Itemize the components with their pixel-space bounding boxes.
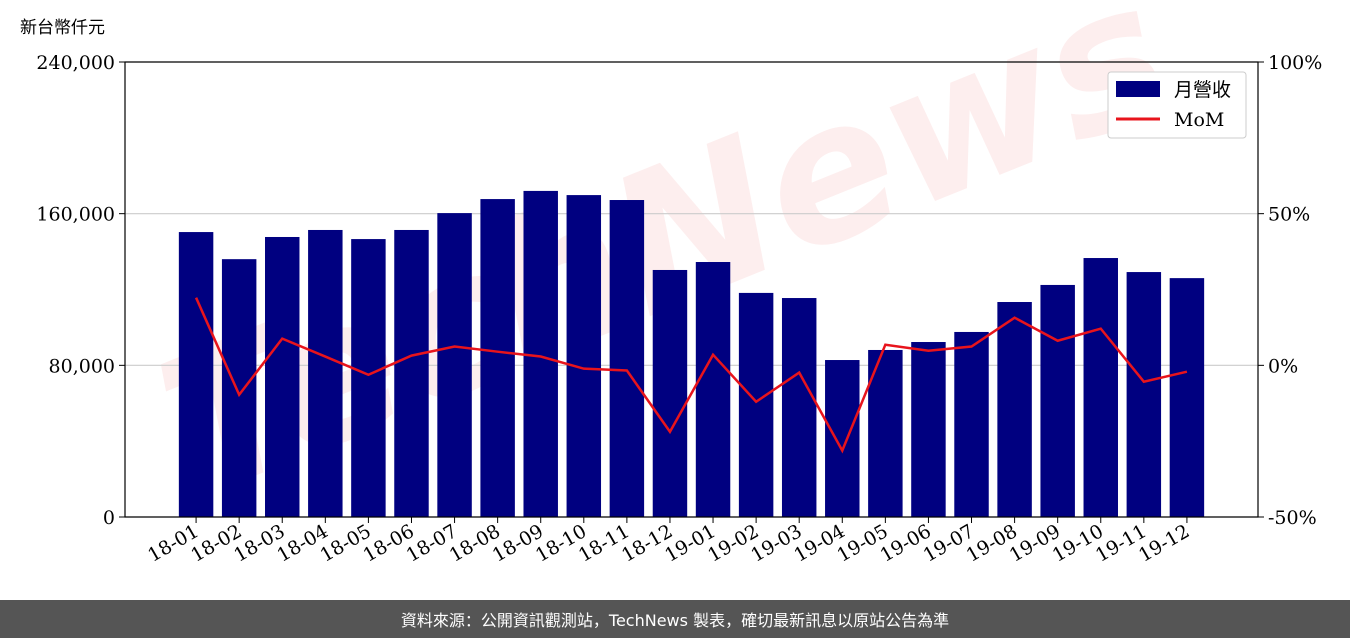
bar [738,292,774,517]
bar [265,236,300,517]
bar [652,269,688,517]
bar [221,259,257,517]
bar [868,349,903,517]
x-tick-label: 19-12 [1135,520,1193,566]
bar [566,195,602,517]
footer-bar [0,600,1350,638]
bar [1169,278,1205,517]
bar [825,360,860,517]
line [194,297,1188,454]
bar [351,239,386,517]
footer: 資料來源：公開資訊觀測站，TechNews 製表，確切最新訊息以原站公告為準 [401,611,949,630]
bar [308,229,343,518]
y2-tick-label: -50% [1268,507,1317,529]
bar [394,229,429,518]
bar [695,262,731,517]
bar [437,213,472,518]
bar [523,190,558,517]
legend-label: MoM [1174,109,1224,131]
bar [954,331,989,517]
y-tick-label: 240,000 [36,52,115,74]
bar [1083,258,1118,517]
legend-swatch [1116,81,1160,97]
plot-frame [124,61,1259,518]
bar [781,298,817,517]
y2-tick-label: 50% [1268,204,1310,226]
y-tick-label: 0 [103,507,115,529]
bar [997,302,1032,517]
bar [1126,272,1162,517]
y2-tick-label: 100% [1268,52,1322,74]
bar [178,232,214,517]
y-tick-label: 160,000 [36,204,115,226]
y-tick-label: 80,000 [49,355,115,377]
bar [911,342,946,517]
legend-label: 月營收 [1174,79,1231,101]
y-axis-unit: 新台幣仟元 [20,18,105,38]
bar [1040,284,1075,517]
bar [609,200,645,517]
bar [480,199,515,517]
y2-tick-label: 0% [1268,355,1298,377]
